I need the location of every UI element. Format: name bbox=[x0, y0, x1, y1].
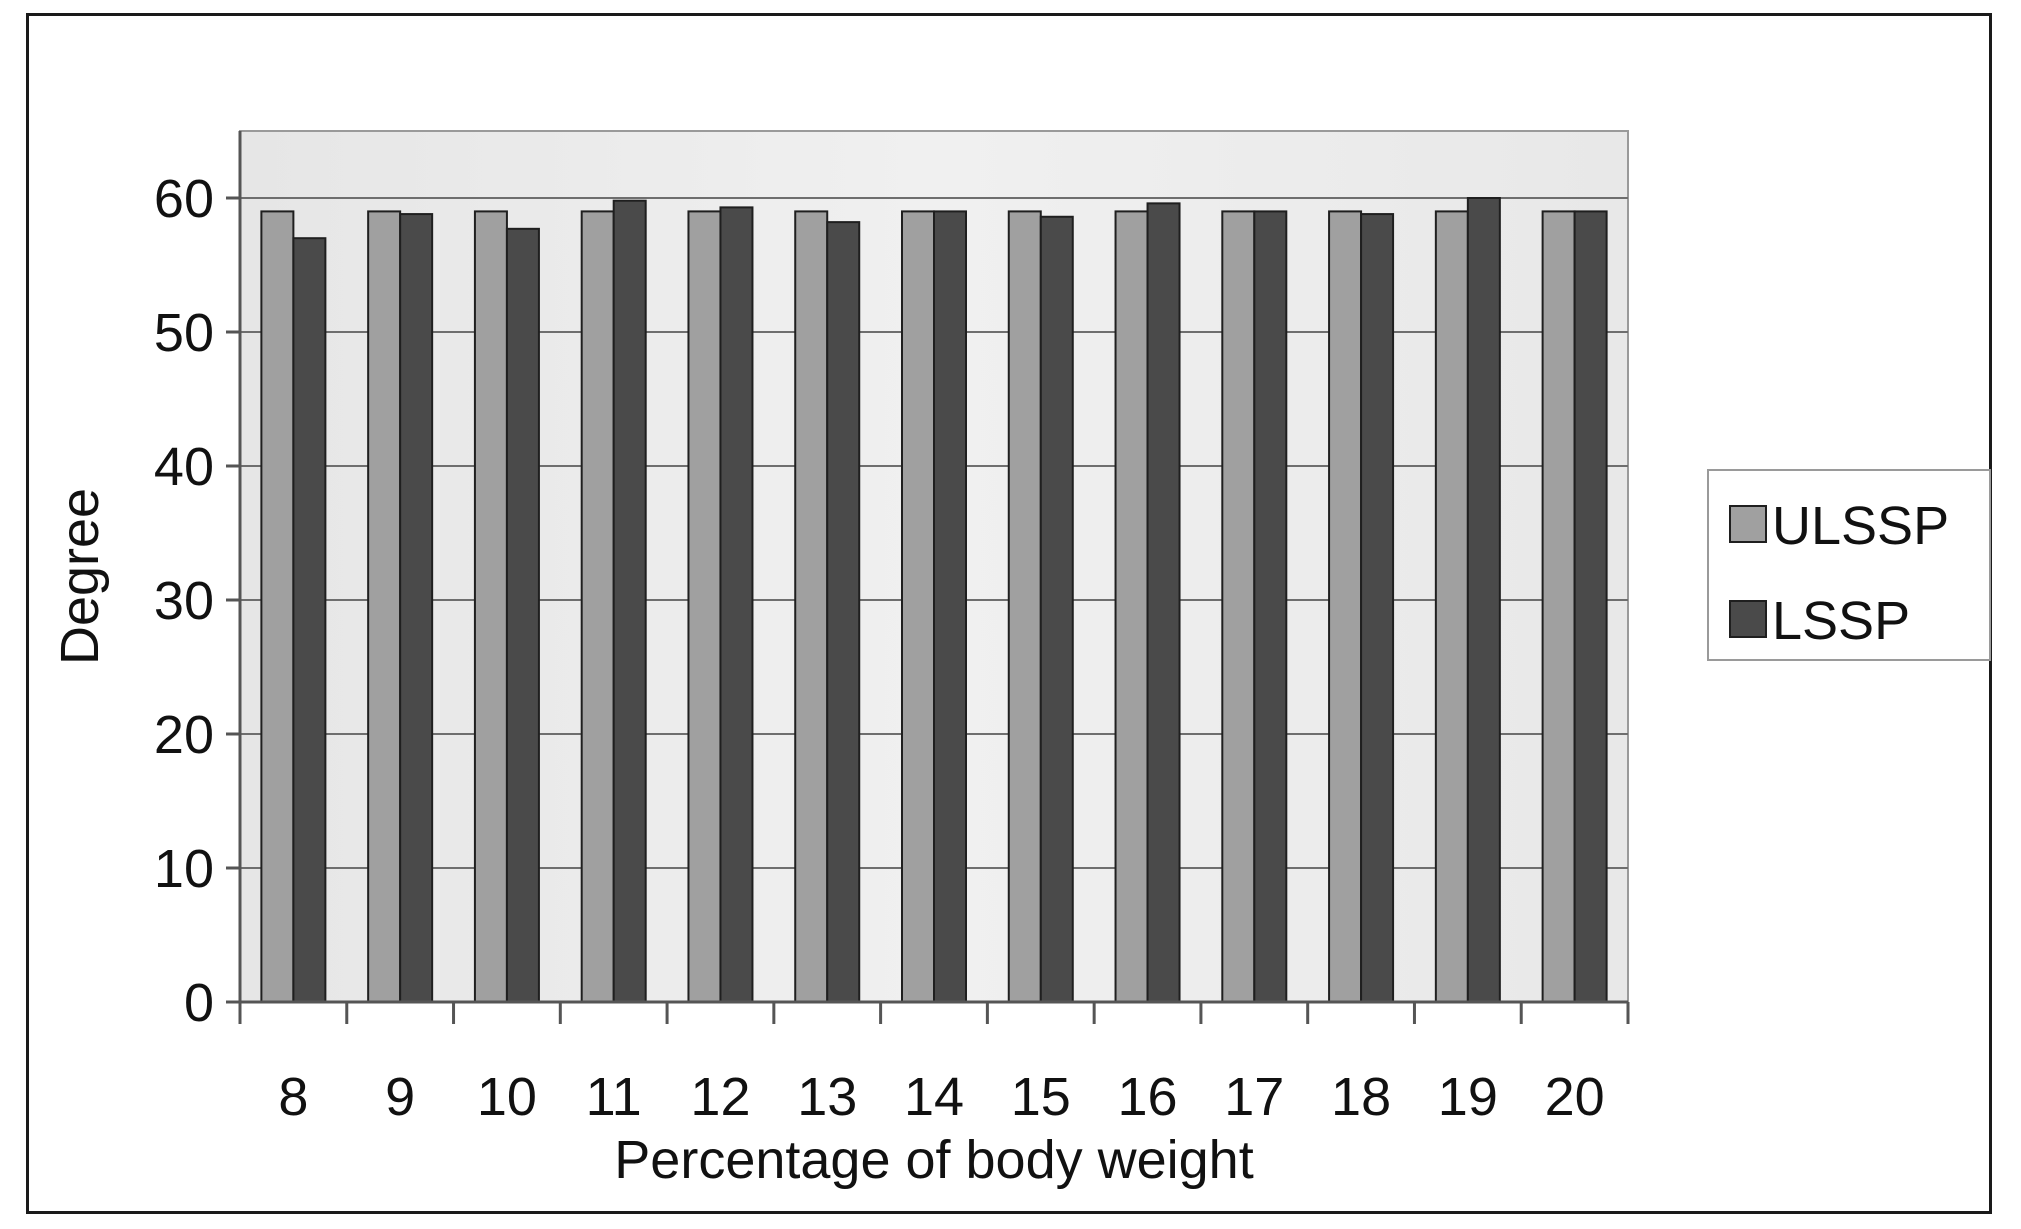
y-tick-label: 0 bbox=[184, 973, 214, 1033]
x-tick-label: 10 bbox=[477, 1067, 537, 1127]
bar-lssp-17 bbox=[1253, 210, 1288, 1003]
x-tick-label: 20 bbox=[1545, 1067, 1605, 1127]
bar-ulssp-17 bbox=[1221, 210, 1256, 1003]
bar-ulssp-13 bbox=[794, 210, 829, 1003]
bar-lssp-19 bbox=[1466, 197, 1501, 1003]
bar-ulssp-15 bbox=[1007, 210, 1042, 1003]
bar-lssp-16 bbox=[1146, 202, 1181, 1004]
y-tick-label: 20 bbox=[154, 705, 214, 765]
x-tick-label: 9 bbox=[385, 1067, 415, 1127]
y-tick-label: 10 bbox=[154, 839, 214, 899]
x-tick-label: 18 bbox=[1331, 1067, 1391, 1127]
x-tick-label: 12 bbox=[690, 1067, 750, 1127]
axes bbox=[226, 131, 1630, 1024]
x-tick-label: 17 bbox=[1224, 1067, 1284, 1127]
x-tick-label: 11 bbox=[586, 1067, 642, 1127]
y-tick-label: 50 bbox=[154, 303, 214, 363]
bar-ulssp-18 bbox=[1328, 210, 1363, 1003]
y-tick-label: 60 bbox=[154, 169, 214, 229]
legend: ULSSP LSSP bbox=[1707, 469, 1991, 661]
bar-ulssp-11 bbox=[580, 210, 615, 1003]
legend-swatch-ulssp bbox=[1729, 505, 1767, 543]
legend-label-ulssp: ULSSP bbox=[1772, 496, 1949, 556]
bar-lssp-10 bbox=[505, 227, 540, 1003]
bar-lssp-20 bbox=[1573, 210, 1608, 1003]
bar-ulssp-8 bbox=[260, 210, 295, 1003]
legend-label-lssp: LSSP bbox=[1772, 591, 1910, 651]
legend-swatch-lssp bbox=[1729, 600, 1767, 638]
y-tick-label: 40 bbox=[154, 437, 214, 497]
bar-lssp-8 bbox=[292, 237, 327, 1003]
y-axis-title: Degree bbox=[50, 488, 110, 665]
bar-lssp-11 bbox=[612, 199, 647, 1003]
bar-ulssp-19 bbox=[1434, 210, 1469, 1003]
bar-ulssp-9 bbox=[367, 210, 402, 1003]
bar-lssp-18 bbox=[1360, 213, 1395, 1003]
x-axis-title: Percentage of body weight bbox=[614, 1130, 1253, 1190]
x-tick-label: 14 bbox=[904, 1067, 964, 1127]
bar-lssp-9 bbox=[399, 213, 434, 1003]
x-tick-label: 8 bbox=[278, 1067, 308, 1127]
bar-lssp-12 bbox=[719, 206, 754, 1003]
bar-ulssp-12 bbox=[687, 210, 722, 1003]
y-tick-label: 30 bbox=[154, 571, 214, 631]
bar-ulssp-16 bbox=[1114, 210, 1149, 1003]
bar-ulssp-20 bbox=[1541, 210, 1576, 1003]
x-tick-labels: 8 9 10 11 12 13 14 15 16 17 18 19 20 bbox=[278, 1067, 1604, 1127]
x-tick-label: 13 bbox=[797, 1067, 857, 1127]
bars bbox=[260, 197, 1608, 1004]
bar-ulssp-14 bbox=[901, 210, 935, 1003]
x-tick-label: 15 bbox=[1011, 1067, 1071, 1127]
y-tick-labels: 0 10 20 30 40 50 60 bbox=[154, 169, 214, 1033]
bar-ulssp-10 bbox=[473, 210, 508, 1003]
x-tick-label: 16 bbox=[1117, 1067, 1177, 1127]
bar-lssp-14 bbox=[933, 210, 967, 1003]
bar-lssp-15 bbox=[1039, 215, 1074, 1003]
bar-lssp-13 bbox=[826, 221, 861, 1003]
x-tick-label: 19 bbox=[1438, 1067, 1498, 1127]
